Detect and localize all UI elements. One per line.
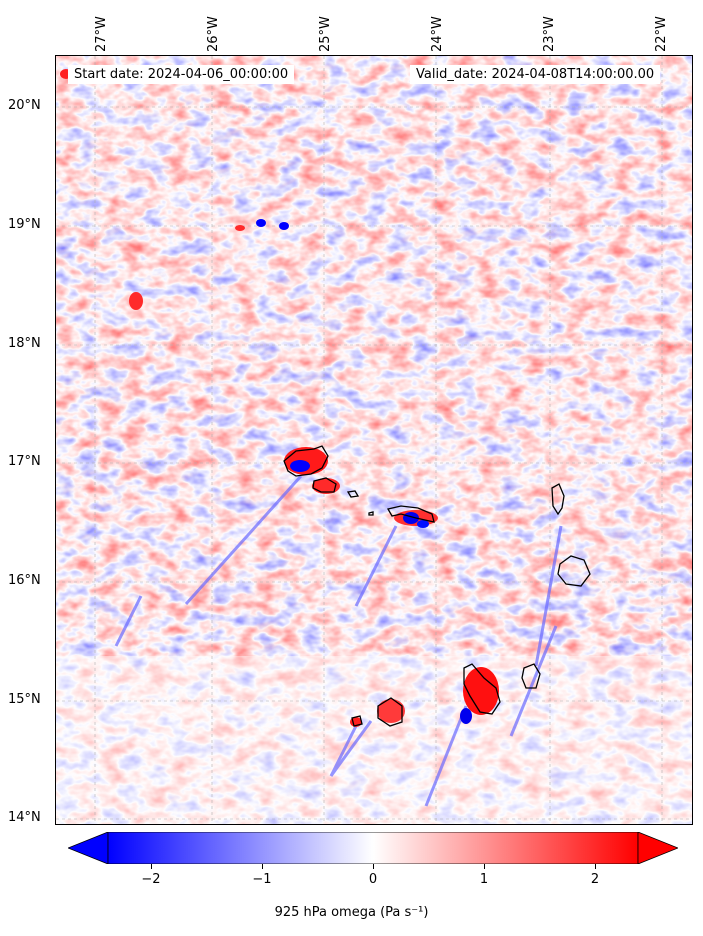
- island-wakes: [114, 474, 563, 807]
- colorbar-label: 925 hPa omega (Pa s⁻¹): [274, 905, 429, 920]
- colorbar-extend-right: [637, 831, 680, 865]
- coastlines: [283, 445, 591, 727]
- lat-label-14n: 14°N: [8, 810, 41, 825]
- omega-field-map: [56, 56, 692, 824]
- lat-label-16n: 16°N: [8, 573, 41, 588]
- lon-label-26w: 26°W: [206, 16, 221, 52]
- lat-label-19n: 19°N: [8, 217, 41, 232]
- lat-label-15n: 15°N: [8, 692, 41, 707]
- island-razo: [368, 511, 374, 516]
- valid-date-label: Valid_date: 2024-04-08T14:00:00.00: [410, 65, 661, 84]
- island-sao-vicente: [312, 477, 337, 493]
- colorbar-tick: [262, 864, 263, 869]
- lon-label-27w: 27°W: [94, 16, 109, 52]
- colorbar-tick-label: 2: [590, 872, 600, 887]
- colorbar-tick: [373, 864, 374, 869]
- colorbar-tick-label: 0: [368, 872, 378, 887]
- colorbar-extend-left: [66, 831, 109, 865]
- colorbar-tick-label: −2: [141, 872, 161, 887]
- island-fogo: [377, 697, 403, 727]
- field-noise-streaks: [56, 56, 692, 824]
- colorbar-tick: [151, 864, 152, 869]
- colorbar-tick: [595, 864, 596, 869]
- lat-label-20n: 20°N: [8, 98, 41, 113]
- lon-label-25w: 25°W: [318, 16, 333, 52]
- start-date-label: Start date: 2024-04-06_00:00:00: [68, 65, 295, 84]
- lat-label-18n: 18°N: [8, 336, 41, 351]
- colorbar-gradient: [107, 831, 639, 865]
- lon-label-23w: 23°W: [542, 16, 557, 52]
- colorbar-tick-label: 1: [479, 872, 489, 887]
- island-santiago: [463, 663, 501, 715]
- island-santo-antao: [283, 445, 329, 477]
- gridlines: [56, 56, 692, 824]
- lon-label-24w: 24°W: [430, 16, 445, 52]
- island-brava: [351, 715, 363, 727]
- island-boa-vista: [557, 555, 591, 587]
- colorbar-tick-label: −1: [252, 872, 272, 887]
- lon-label-22w: 22°W: [654, 16, 669, 52]
- colorbar-tick: [484, 864, 485, 869]
- map-panel: Start date: 2024-04-06_00:00:00 Valid_da…: [55, 55, 693, 825]
- colorbar: [66, 831, 680, 865]
- lat-label-17n: 17°N: [8, 454, 41, 469]
- island-maio: [521, 663, 541, 689]
- island-sao-nicolau: [387, 505, 435, 523]
- island-sal: [551, 483, 565, 516]
- island-santa-luzia: [346, 490, 360, 498]
